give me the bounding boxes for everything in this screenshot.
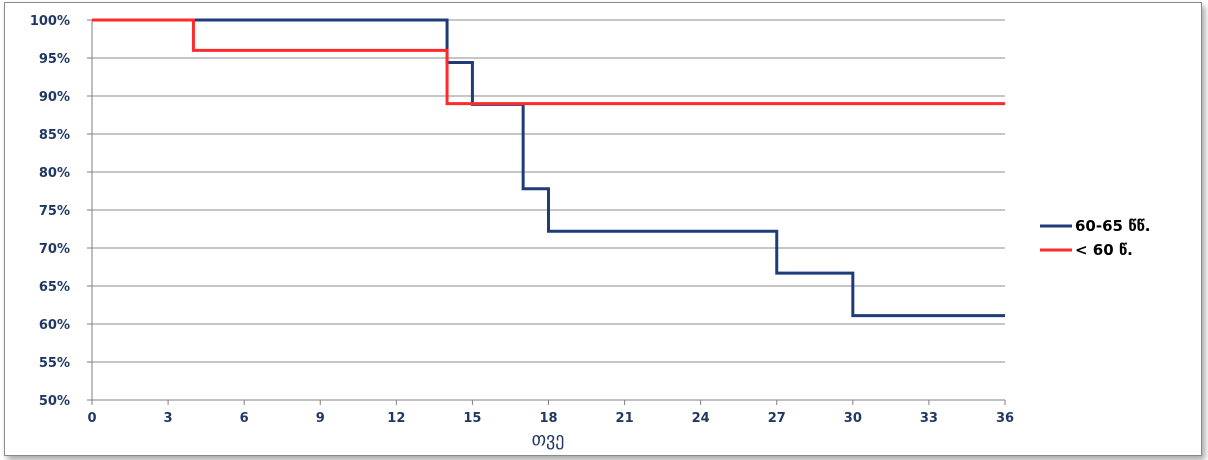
x-tick-label: 12 xyxy=(387,411,405,426)
x-tick-labels: 0 3 6 9 12 15 18 21 24 27 30 33 36 xyxy=(87,411,1014,426)
y-tick-label: 75% xyxy=(39,204,70,219)
y-tick-label: 100% xyxy=(30,14,70,29)
y-tick-label: 90% xyxy=(39,90,70,105)
y-tick-label: 85% xyxy=(39,128,70,143)
y-tick-label: 50% xyxy=(39,394,70,409)
x-tick-label: 21 xyxy=(616,411,634,426)
chart-frame xyxy=(4,2,1202,456)
legend-label-0: 60-65 წწ. xyxy=(1075,217,1151,235)
series-line-0 xyxy=(92,18,1005,318)
x-tick-label: 30 xyxy=(844,411,862,426)
y-tick-label: 95% xyxy=(39,52,70,67)
y-tick-label: 60% xyxy=(39,318,70,333)
y-tick-label: 55% xyxy=(39,356,70,371)
x-tick-label: 9 xyxy=(316,411,325,426)
x-tick-label: 33 xyxy=(920,411,938,426)
x-tick-label: 6 xyxy=(240,411,249,426)
x-axis-label: თვე xyxy=(532,429,565,450)
y-tick-labels: 50% 55% 60% 65% 70% 75% 80% 85% 90% 95% 100% xyxy=(30,14,70,409)
series-lines xyxy=(92,18,1005,318)
y-tick-label: 70% xyxy=(39,242,70,257)
x-tick-label: 24 xyxy=(692,411,710,426)
x-tick-label: 18 xyxy=(539,411,557,426)
y-tick-label: 80% xyxy=(39,166,70,181)
x-tick-label: 0 xyxy=(87,411,96,426)
x-tick-label: 36 xyxy=(996,411,1014,426)
x-tick-label: 3 xyxy=(164,411,173,426)
legend: 60-65 წწ. < 60 წ. xyxy=(1040,217,1151,259)
axes xyxy=(87,19,1006,405)
y-tick-label: 65% xyxy=(39,280,70,295)
x-tick-label: 15 xyxy=(463,411,481,426)
legend-label-1: < 60 წ. xyxy=(1075,241,1133,259)
series-line-1 xyxy=(92,18,1005,106)
x-tick-label: 27 xyxy=(768,411,786,426)
